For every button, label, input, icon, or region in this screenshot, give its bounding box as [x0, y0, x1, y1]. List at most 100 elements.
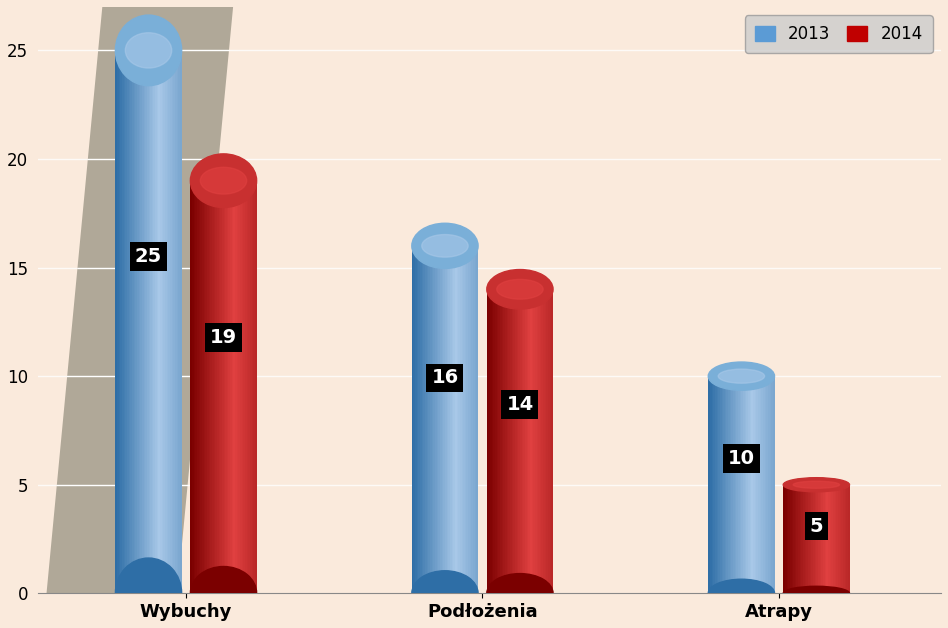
Bar — [138, 50, 140, 593]
Bar — [810, 485, 811, 593]
Bar — [794, 485, 796, 593]
Ellipse shape — [200, 167, 246, 194]
Bar — [816, 485, 818, 593]
Bar — [460, 246, 462, 593]
Bar — [748, 376, 750, 593]
Text: 14: 14 — [506, 395, 534, 414]
Bar — [193, 181, 195, 593]
Bar — [154, 50, 155, 593]
Bar — [732, 376, 733, 593]
Bar — [442, 246, 444, 593]
Bar — [785, 485, 787, 593]
Bar — [746, 376, 748, 593]
Bar — [765, 376, 766, 593]
Bar — [175, 50, 176, 593]
Bar — [468, 246, 470, 593]
Bar — [495, 290, 497, 593]
Bar — [490, 290, 492, 593]
Bar — [712, 376, 713, 593]
Bar — [118, 50, 120, 593]
Bar — [230, 181, 231, 593]
Bar — [825, 485, 827, 593]
Bar — [142, 50, 143, 593]
Ellipse shape — [116, 558, 182, 628]
Bar — [180, 50, 182, 593]
Bar — [798, 485, 800, 593]
Bar — [520, 290, 521, 593]
Bar — [233, 181, 235, 593]
Bar — [163, 50, 165, 593]
Bar — [525, 290, 526, 593]
Bar — [726, 376, 728, 593]
Bar — [528, 290, 530, 593]
Bar — [150, 50, 152, 593]
Bar — [828, 485, 830, 593]
Ellipse shape — [125, 33, 172, 68]
Bar — [453, 246, 455, 593]
Ellipse shape — [783, 478, 849, 492]
Bar — [438, 246, 440, 593]
Bar — [759, 376, 761, 593]
Bar — [803, 485, 805, 593]
Bar — [235, 181, 237, 593]
Bar — [240, 181, 242, 593]
Text: 19: 19 — [210, 328, 237, 347]
Bar — [418, 246, 420, 593]
Bar — [543, 290, 545, 593]
Bar — [170, 50, 172, 593]
Bar — [162, 50, 163, 593]
Bar — [768, 376, 770, 593]
Bar — [428, 246, 430, 593]
Ellipse shape — [411, 224, 478, 268]
Bar — [737, 376, 738, 593]
Bar — [800, 485, 801, 593]
Bar — [827, 485, 828, 593]
Bar — [238, 181, 240, 593]
Bar — [462, 246, 464, 593]
Bar — [132, 50, 134, 593]
Bar — [424, 246, 425, 593]
Bar — [455, 246, 457, 593]
Bar — [191, 181, 192, 593]
Bar — [725, 376, 726, 593]
Bar — [156, 50, 158, 593]
Bar — [245, 181, 246, 593]
Bar — [728, 376, 730, 593]
Bar — [838, 485, 840, 593]
Bar — [720, 376, 721, 593]
Bar — [808, 485, 810, 593]
Bar — [757, 376, 758, 593]
Bar — [217, 181, 219, 593]
Bar — [145, 50, 147, 593]
Bar — [488, 290, 490, 593]
Bar — [813, 485, 814, 593]
Bar — [140, 50, 142, 593]
Bar — [823, 485, 825, 593]
Bar — [814, 485, 816, 593]
Bar — [807, 485, 808, 593]
Legend: 2013, 2014: 2013, 2014 — [745, 15, 933, 53]
Bar — [149, 50, 150, 593]
Bar — [125, 50, 127, 593]
Bar — [210, 181, 212, 593]
Ellipse shape — [191, 154, 257, 207]
Bar — [753, 376, 755, 593]
Bar — [466, 246, 468, 593]
Bar — [836, 485, 838, 593]
Bar — [758, 376, 759, 593]
Bar — [473, 246, 475, 593]
Ellipse shape — [411, 571, 478, 616]
Bar — [708, 376, 710, 593]
Bar — [178, 50, 180, 593]
Bar — [546, 290, 548, 593]
Bar — [420, 246, 422, 593]
Polygon shape — [46, 7, 233, 593]
Bar — [116, 50, 117, 593]
Bar — [470, 246, 471, 593]
Bar — [721, 376, 723, 593]
Bar — [530, 290, 532, 593]
Bar — [143, 50, 145, 593]
Bar — [533, 290, 535, 593]
Bar — [130, 50, 132, 593]
Ellipse shape — [422, 234, 468, 257]
